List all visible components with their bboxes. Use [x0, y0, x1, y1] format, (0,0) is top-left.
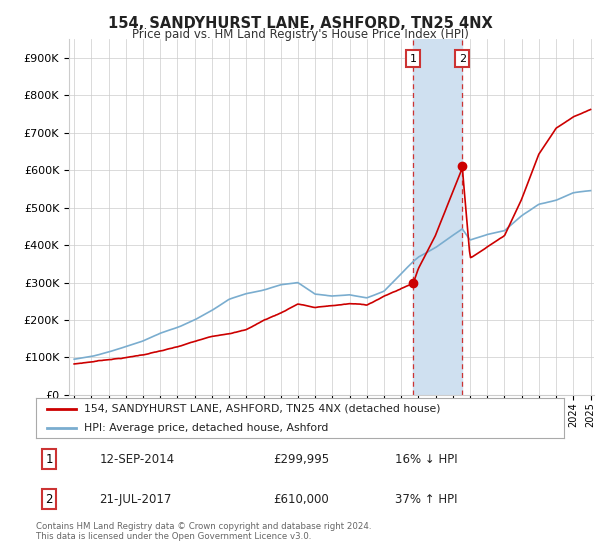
Text: 21-JUL-2017: 21-JUL-2017: [100, 493, 172, 506]
Text: HPI: Average price, detached house, Ashford: HPI: Average price, detached house, Ashf…: [83, 423, 328, 433]
Text: 16% ↓ HPI: 16% ↓ HPI: [395, 452, 458, 465]
Text: 1: 1: [410, 54, 417, 64]
Text: Contains HM Land Registry data © Crown copyright and database right 2024.
This d: Contains HM Land Registry data © Crown c…: [36, 522, 371, 542]
Text: 1: 1: [46, 452, 53, 465]
Text: Price paid vs. HM Land Registry's House Price Index (HPI): Price paid vs. HM Land Registry's House …: [131, 28, 469, 41]
Text: 154, SANDYHURST LANE, ASHFORD, TN25 4NX (detached house): 154, SANDYHURST LANE, ASHFORD, TN25 4NX …: [83, 404, 440, 414]
Text: 12-SEP-2014: 12-SEP-2014: [100, 452, 175, 465]
Text: 2: 2: [46, 493, 53, 506]
Text: 37% ↑ HPI: 37% ↑ HPI: [395, 493, 458, 506]
Text: 154, SANDYHURST LANE, ASHFORD, TN25 4NX: 154, SANDYHURST LANE, ASHFORD, TN25 4NX: [107, 16, 493, 31]
Text: 2: 2: [459, 54, 466, 64]
Text: £299,995: £299,995: [274, 452, 330, 465]
Text: £610,000: £610,000: [274, 493, 329, 506]
Bar: [413, 39, 463, 395]
